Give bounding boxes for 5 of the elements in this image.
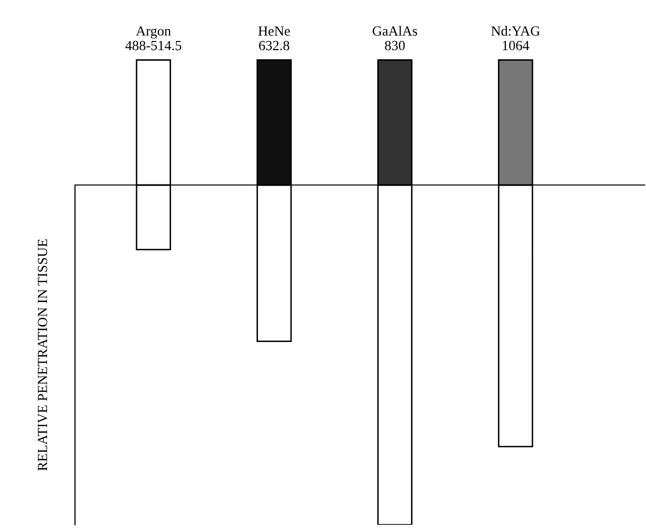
x-tick-label: Nd:YAG 1064 bbox=[491, 26, 540, 50]
x-tick-label: Argon 488-514.5 bbox=[125, 26, 182, 50]
x-tick-label: GaAlAs 830 bbox=[372, 26, 418, 50]
y-axis-title: RELATIVE PENETRATION IN TISSUE bbox=[38, 239, 48, 471]
x-tick-label: HeNe 632.8 bbox=[258, 26, 290, 50]
